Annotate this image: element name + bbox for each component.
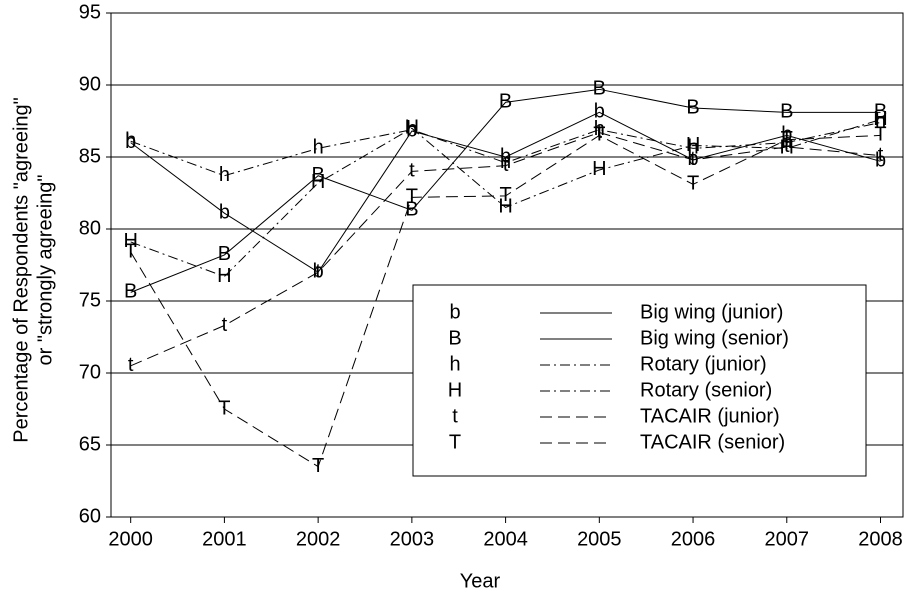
x-tick-label: 2005 xyxy=(577,528,622,550)
point-marker: h xyxy=(875,111,886,133)
x-tick-label: 2007 xyxy=(765,528,810,550)
point-marker: h xyxy=(500,151,511,173)
x-tick-label: 2001 xyxy=(202,528,247,550)
point-marker: h xyxy=(313,137,324,159)
series-line xyxy=(130,111,881,273)
point-marker: t xyxy=(128,354,134,376)
legend-marker: B xyxy=(448,327,461,349)
legend-marker: h xyxy=(449,353,460,375)
legend-box xyxy=(412,284,867,477)
point-marker: b xyxy=(687,148,698,170)
x-tick-label: 2004 xyxy=(483,528,528,550)
legend-label: TACAIR (senior) xyxy=(640,431,785,453)
legend-label: Big wing (junior) xyxy=(640,301,783,323)
point-marker: H xyxy=(123,230,137,252)
legend-marker: H xyxy=(448,379,462,401)
point-marker: h xyxy=(125,129,136,151)
point-marker: B xyxy=(686,96,699,118)
point-marker: T xyxy=(218,397,230,419)
point-marker: b xyxy=(219,201,230,223)
point-marker: t xyxy=(503,154,509,176)
point-marker: T xyxy=(312,455,324,477)
point-marker: B xyxy=(124,281,137,303)
point-marker: H xyxy=(873,108,887,130)
point-marker: b xyxy=(125,131,136,153)
x-axis-label: Year xyxy=(460,570,501,592)
point-marker: b xyxy=(875,150,886,172)
point-marker: H xyxy=(217,265,231,287)
x-tick-label: 2003 xyxy=(390,528,435,550)
legend-label: Rotary (senior) xyxy=(640,379,772,401)
x-tick-label: 2002 xyxy=(296,528,341,550)
point-marker: h xyxy=(687,137,698,159)
point-marker: h xyxy=(219,164,230,186)
point-marker: H xyxy=(498,196,512,218)
point-marker: t xyxy=(690,148,696,170)
point-marker: H xyxy=(592,158,606,180)
point-marker: t xyxy=(597,121,603,143)
point-marker: H xyxy=(780,137,794,159)
point-marker: b xyxy=(781,124,792,146)
y-tick-label: 80 xyxy=(79,217,101,239)
point-marker: T xyxy=(874,124,886,146)
legend-marker: b xyxy=(449,301,460,323)
point-marker: T xyxy=(687,173,699,195)
plot-frame xyxy=(110,12,904,518)
point-marker: B xyxy=(499,91,512,113)
y-tick-label: 70 xyxy=(79,361,101,383)
point-marker: b xyxy=(313,260,324,282)
point-marker: B xyxy=(218,243,231,265)
y-axis-label: or "strongly agreeing" xyxy=(34,175,56,366)
y-tick-label: 95 xyxy=(79,1,101,23)
y-tick-label: 85 xyxy=(79,145,101,167)
point-marker: t xyxy=(315,260,321,282)
legend-label: Rotary (junior) xyxy=(640,353,767,375)
point-marker: T xyxy=(125,240,137,262)
point-marker: b xyxy=(594,101,605,123)
point-marker: t xyxy=(878,144,884,166)
point-marker: b xyxy=(406,119,417,141)
legend-marker: T xyxy=(449,431,461,453)
point-marker: T xyxy=(593,124,605,146)
series-line xyxy=(130,119,881,278)
point-marker: T xyxy=(781,128,793,150)
point-marker: h xyxy=(406,118,417,140)
y-tick-label: 90 xyxy=(79,73,101,95)
point-marker: t xyxy=(409,160,415,182)
point-marker: h xyxy=(594,118,605,140)
point-marker: B xyxy=(311,164,324,186)
y-tick-label: 65 xyxy=(79,433,101,455)
point-marker: H xyxy=(686,134,700,156)
point-marker: B xyxy=(874,101,887,123)
series-line xyxy=(130,131,881,367)
x-tick-label: 2000 xyxy=(108,528,153,550)
legend-label: TACAIR (junior) xyxy=(640,405,780,427)
point-marker: t xyxy=(222,314,228,336)
point-marker: T xyxy=(406,186,418,208)
legend-marker: t xyxy=(452,405,458,427)
point-marker: T xyxy=(499,184,511,206)
y-tick-label: 60 xyxy=(79,505,101,527)
point-marker: b xyxy=(500,145,511,167)
point-marker: H xyxy=(311,171,325,193)
point-marker: B xyxy=(780,101,793,123)
point-marker: t xyxy=(784,135,790,157)
series-line xyxy=(130,88,881,293)
point-marker: H xyxy=(405,116,419,138)
x-tick-label: 2006 xyxy=(671,528,716,550)
point-marker: h xyxy=(781,131,792,153)
x-tick-label: 2008 xyxy=(858,528,903,550)
series-line xyxy=(130,134,881,468)
y-axis-label: Percentage of Respondents "agreeing" xyxy=(10,97,32,443)
y-tick-label: 75 xyxy=(79,289,101,311)
point-marker: B xyxy=(405,199,418,221)
legend-label: Big wing (senior) xyxy=(640,327,789,349)
point-marker: B xyxy=(593,78,606,100)
